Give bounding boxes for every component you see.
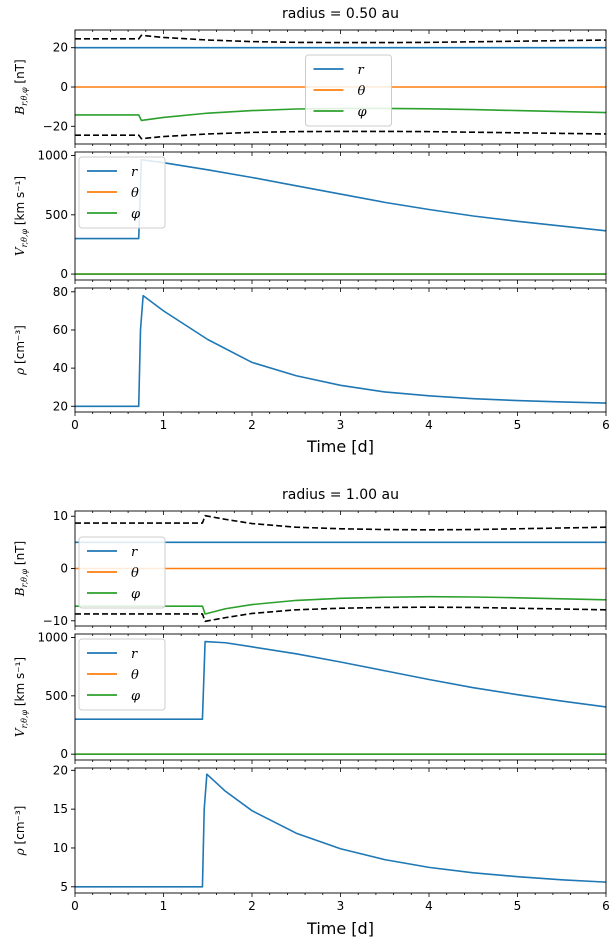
y-tick-label: 500 xyxy=(45,689,68,703)
y-tick-label: 10 xyxy=(53,841,68,855)
legend-label-θ: θ xyxy=(131,668,139,683)
series-group xyxy=(75,773,606,888)
y-axis-label: ρ [cm⁻³] xyxy=(13,325,27,376)
legend-label-φ: φ xyxy=(131,207,141,222)
x-tick-label: 3 xyxy=(337,899,345,913)
series-group xyxy=(75,294,606,408)
legend: rθφ xyxy=(78,638,166,711)
legend-label-φ: φ xyxy=(358,105,368,120)
panel-2: 0 500 1000 Vr,θ,φ [km s⁻¹] rθφ xyxy=(13,149,607,284)
y-axis-label: Br,θ,φ [nT] xyxy=(13,59,29,115)
axes-frame xyxy=(74,287,607,413)
x-tick-label: 1 xyxy=(160,899,168,913)
legend-label-φ: φ xyxy=(131,689,141,704)
y-tick-label: 0 xyxy=(60,747,68,761)
x-tick-label: 1 xyxy=(160,418,168,432)
legend: rθφ xyxy=(305,54,392,127)
y-tick-label: 15 xyxy=(53,802,68,816)
y-tick-label: 60 xyxy=(53,323,68,337)
legend-box xyxy=(305,54,392,127)
x-tick-label: 0 xyxy=(71,418,79,432)
y-tick-label: 10 xyxy=(53,509,68,523)
legend-label-r: r xyxy=(131,545,138,560)
panel-1: −10 0 10 Br,θ,φ [nT] rθφ xyxy=(13,509,607,630)
legend-box xyxy=(78,536,166,609)
series-line-b-magnitude-neg xyxy=(75,130,606,140)
x-tick-label: 4 xyxy=(425,899,433,913)
panel-3: 5 10 15 20 0 1 2 3 4 5 6 ρ [cm⁻³] xyxy=(13,763,610,913)
x-tick-label: 0 xyxy=(71,899,79,913)
legend-box xyxy=(78,638,166,711)
x-tick-label: 2 xyxy=(248,899,256,913)
series-line-ρ xyxy=(75,773,606,888)
y-tick-label: 20 xyxy=(53,399,68,413)
series-line-ρ xyxy=(75,294,606,408)
legend-label-r: r xyxy=(131,647,138,662)
series-line-b-magnitude xyxy=(75,34,606,44)
y-axis-label: ρ [cm⁻³] xyxy=(13,806,27,857)
x-tick-label: 6 xyxy=(602,418,610,432)
y-tick-label: 1000 xyxy=(37,149,68,163)
axes-frame xyxy=(74,767,607,894)
series-line-φ xyxy=(75,595,606,615)
y-tick-label: 20 xyxy=(53,41,68,55)
x-tick-label: 3 xyxy=(337,418,345,432)
x-tick-label: 4 xyxy=(425,418,433,432)
y-axis-label: Br,θ,φ [nT] xyxy=(13,541,29,597)
y-tick-label: 0 xyxy=(60,267,68,281)
series-line-b-magnitude xyxy=(75,514,606,531)
legend-label-θ: θ xyxy=(131,186,139,201)
legend-label-r: r xyxy=(131,165,138,180)
panel-3: 20 40 60 80 0 1 2 3 4 5 6 ρ [cm⁻³] xyxy=(13,285,610,432)
y-tick-label: −20 xyxy=(43,119,68,133)
y-tick-label: 500 xyxy=(45,208,68,222)
chart-title: radius = 1.00 au xyxy=(282,487,399,503)
series-line-b-magnitude-neg xyxy=(75,606,606,623)
legend-label-θ: θ xyxy=(131,566,139,581)
y-tick-label: 5 xyxy=(60,880,68,894)
x-tick-label: 5 xyxy=(514,899,522,913)
x-axis-label: Time [d] xyxy=(306,437,374,456)
series-group xyxy=(75,640,606,755)
y-tick-label: 0 xyxy=(60,80,68,94)
panel-1: −20 0 20 Br,θ,φ [nT] rθφ xyxy=(13,29,607,148)
y-tick-label: −10 xyxy=(43,614,68,628)
y-axis-label: Vr,θ,φ [km s⁻¹] xyxy=(13,176,29,256)
y-tick-label: 80 xyxy=(53,285,68,299)
x-axis-label: Time [d] xyxy=(306,919,374,938)
legend-box xyxy=(78,156,166,229)
y-axis-label: Vr,θ,φ [km s⁻¹] xyxy=(13,657,29,737)
legend: rθφ xyxy=(78,536,166,609)
x-tick-label: 2 xyxy=(248,418,256,432)
legend: rθφ xyxy=(78,156,166,229)
panel-2: 0 500 1000 Vr,θ,φ [km s⁻¹] rθφ xyxy=(13,631,607,764)
chart-title: radius = 0.50 au xyxy=(282,6,399,22)
legend-label-θ: θ xyxy=(358,84,366,99)
legend-label-r: r xyxy=(358,63,365,78)
y-tick-label: 20 xyxy=(53,763,68,777)
legend-label-φ: φ xyxy=(131,587,141,602)
series-line-r xyxy=(75,640,606,720)
x-tick-label: 5 xyxy=(514,418,522,432)
y-tick-label: 40 xyxy=(53,361,68,375)
x-tick-label: 6 xyxy=(602,899,610,913)
y-tick-label: 0 xyxy=(60,562,68,576)
y-tick-label: 1000 xyxy=(37,631,68,645)
